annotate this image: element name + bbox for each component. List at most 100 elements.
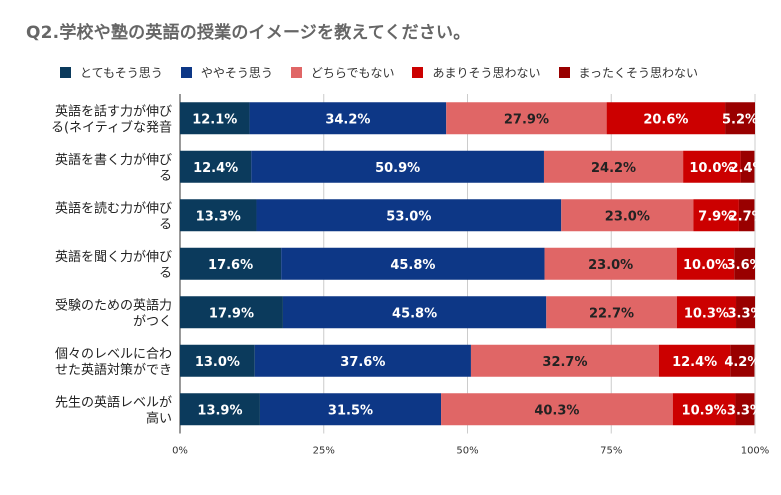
bar-segment [606, 102, 726, 135]
x-tick-label: 0% [172, 446, 188, 457]
legend-swatch [558, 67, 570, 78]
x-tick-label: 25% [313, 446, 335, 457]
bar-segment [725, 102, 755, 135]
bar-segment [446, 102, 607, 135]
legend-label: とてもそう思う [80, 66, 163, 80]
bar-segment [256, 199, 562, 232]
data-label: 23.0% [605, 209, 650, 224]
data-label: 40.3% [534, 403, 579, 418]
bar-segment [544, 247, 677, 280]
data-label: 37.6% [340, 355, 385, 370]
category-label: 高い [146, 410, 172, 426]
data-label: 2.7% [729, 209, 765, 224]
legend-item: まったくそう思わない [558, 64, 699, 81]
bar-segment [734, 247, 755, 280]
data-label: 7.9% [698, 209, 734, 224]
bar-segment [180, 150, 252, 183]
category-label: 英語を書く力が伸び [55, 152, 172, 168]
legend-item: あまりそう思わない [412, 64, 541, 81]
data-label: 17.6% [208, 258, 253, 273]
bar-segment [281, 247, 545, 280]
bar-segment [672, 393, 736, 426]
data-label: 10.0% [689, 161, 734, 176]
bar-segment [180, 102, 250, 135]
data-label: 13.3% [196, 209, 241, 224]
data-label: 22.7% [589, 306, 634, 321]
data-label: 10.0% [683, 258, 728, 273]
legend-label: あまりそう思わない [432, 66, 541, 80]
category-label: 個々のレベルに合わ [55, 347, 172, 362]
bar-segment [693, 199, 739, 232]
category-label: る [159, 169, 172, 184]
bar-segment [546, 296, 677, 329]
category-label: 英語を話す力が伸び [55, 103, 172, 119]
legend-swatch [290, 67, 302, 78]
data-label: 23.0% [588, 258, 633, 273]
bar-segment [251, 150, 544, 183]
bar-segment [441, 393, 673, 426]
legend-label: まったくそう思わない [578, 66, 699, 80]
data-label: 3.6% [727, 258, 763, 273]
data-label: 12.4% [672, 355, 717, 370]
data-label: 17.9% [209, 306, 254, 321]
category-label: 英語を読む力が伸び [55, 200, 172, 216]
legend-label: どちらでもない [310, 66, 395, 80]
category-label: 先生の英語レベルが [55, 394, 172, 410]
legend-swatch [412, 67, 424, 78]
data-label: 5.2% [722, 112, 758, 127]
data-label: 27.9% [504, 112, 549, 127]
bar-segment [735, 393, 755, 426]
category-label: る(ネイティブな発音 [51, 119, 172, 135]
bar-segment [730, 344, 755, 377]
category-label: せた英語対策ができ [55, 362, 172, 378]
data-label: 24.2% [591, 161, 636, 176]
category-label: 受験のための英語力 [55, 297, 172, 313]
bar-segment [470, 344, 659, 377]
bar-segment [676, 296, 737, 329]
data-label: 10.3% [684, 306, 729, 321]
bar-segment [282, 296, 547, 329]
data-label: 34.2% [325, 112, 370, 127]
bar-segment [249, 102, 447, 135]
chart-title: Q2.学校や塾の英語の授業のイメージを教えてください。 [26, 23, 471, 43]
bar-segment [683, 150, 741, 183]
data-label: 2.4% [729, 161, 765, 176]
legend-swatch [180, 67, 192, 78]
x-tick-label: 50% [456, 446, 478, 457]
data-label: 12.4% [193, 161, 238, 176]
category-label: がつく [133, 314, 172, 329]
x-tick-label: 100% [741, 446, 770, 457]
bar-segment [180, 393, 260, 426]
bar-segment [543, 150, 684, 183]
bar-segment [180, 247, 282, 280]
chart-legend: とてもそう思う ややそう思う どちらでもない あまりそう思わない まったくそう思わない [60, 64, 716, 81]
x-tick-label: 75% [600, 446, 622, 457]
data-label: 20.6% [643, 112, 688, 127]
data-label: 3.3% [727, 306, 763, 321]
bar-segment [740, 150, 755, 183]
bar-segment [180, 344, 255, 377]
legend-swatch [60, 67, 71, 78]
legend-item: ややそう思う [180, 64, 273, 81]
bar-segment [561, 199, 694, 232]
bar-segment [736, 296, 755, 329]
category-label: 英語を聞く力が伸び [55, 249, 172, 265]
data-label: 3.3% [727, 403, 763, 418]
bar-segment [676, 247, 735, 280]
bar-segment [738, 199, 755, 232]
bar-segment [180, 199, 257, 232]
bar-segment [254, 344, 471, 377]
data-label: 4.2% [724, 355, 760, 370]
category-label: る [159, 217, 172, 232]
data-label: 13.0% [195, 355, 240, 370]
legend-label: ややそう思う [200, 66, 273, 80]
data-label: 13.9% [197, 403, 242, 418]
data-label: 31.5% [328, 403, 373, 418]
data-label: 50.9% [375, 161, 420, 176]
data-label: 12.1% [192, 112, 237, 127]
legend-item: とてもそう思う [60, 64, 163, 81]
legend-item: どちらでもない [290, 64, 395, 81]
bar-segment [658, 344, 731, 377]
bar-segment [180, 296, 283, 329]
data-label: 32.7% [542, 355, 587, 370]
